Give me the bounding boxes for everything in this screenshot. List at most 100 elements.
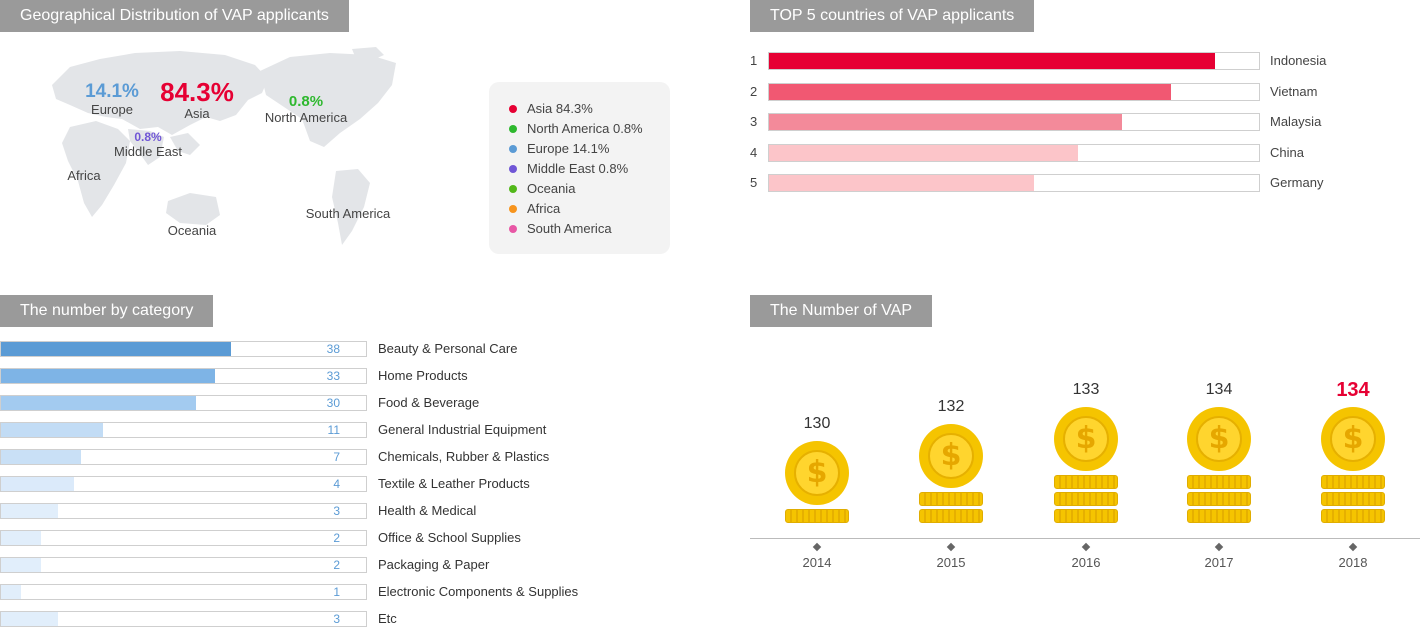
map-label-oceania: Oceania [167, 223, 217, 238]
top5-country-name: Indonesia [1270, 53, 1327, 68]
top5-bar-fill [769, 114, 1122, 130]
category-count: 3 [333, 504, 340, 518]
middle-east-percentage: 0.8% [134, 130, 162, 144]
category-count: 1 [333, 585, 340, 599]
category-row: 2 Packaging & Paper [0, 557, 680, 573]
category-bar-fill [1, 504, 58, 518]
coin-stack-bar [785, 509, 849, 523]
middle-east-name: Middle East [114, 144, 182, 159]
europe-name: Europe [91, 102, 133, 117]
asia-name: Asia [184, 106, 210, 121]
legend-label: South America [527, 221, 612, 236]
vap-count: 130 [803, 415, 831, 432]
category-row: 2 Office & School Supplies [0, 530, 680, 546]
north-america-percentage: 0.8% [288, 93, 324, 110]
dollar-coin-icon: $ [1054, 407, 1118, 471]
category-row: 1 Electronic Components & Supplies [0, 584, 680, 600]
coin-stack-bar [1321, 492, 1385, 506]
category-count: 33 [326, 369, 340, 383]
map-label-africa: Africa [67, 168, 101, 183]
vap-count: 134 [1336, 379, 1370, 401]
category-row: 30 Food & Beverage [0, 395, 680, 411]
vap-count: 133 [1072, 381, 1100, 398]
top5-bar-fill [769, 83, 1171, 100]
coin-stack-bar [1187, 475, 1251, 489]
legend-label: Europe 14.1% [527, 141, 610, 156]
category-bar: 33 [0, 368, 367, 384]
north-america-name: North America [264, 110, 348, 125]
vap-baseline [750, 538, 1420, 539]
category-bar: 11 [0, 422, 367, 438]
category-bar-fill [1, 558, 42, 572]
category-name: General Industrial Equipment [378, 422, 547, 437]
coin-stack-bar [1054, 509, 1118, 523]
vap-count: 132 [937, 398, 965, 415]
coin-stack-bar [1187, 492, 1251, 506]
coin-stack-bar [1054, 492, 1118, 506]
dollar-coin-icon: $ [1321, 407, 1385, 471]
year-label: 2015 [936, 555, 966, 570]
category-count: 11 [327, 423, 340, 437]
category-count: 30 [326, 396, 340, 410]
legend-item: Asia 84.3% [509, 99, 670, 119]
dollar-sign-icon: $ [928, 433, 974, 479]
legend-dot [509, 125, 517, 133]
top5-bar [768, 82, 1260, 101]
europe-percentage: 14.1% [85, 81, 139, 102]
category-bar-fill [1, 396, 197, 410]
year-label: 2016 [1071, 555, 1101, 570]
category-count: 38 [326, 342, 340, 356]
top5-rank: 3 [750, 114, 758, 129]
legend-item: South America [509, 219, 670, 239]
category-bar-fill [1, 369, 215, 383]
top5-section-title: TOP 5 countries of VAP applicants [750, 0, 1035, 32]
category-bar: 3 [0, 611, 367, 627]
year-marker-icon [1081, 542, 1091, 552]
year-marker-icon [812, 542, 822, 552]
category-row: 38 Beauty & Personal Care [0, 341, 680, 357]
legend-list: Asia 84.3% North America 0.8% Europe 14.1%… [509, 99, 670, 239]
top5-rank: 2 [750, 83, 758, 99]
coin-stack-bar [1321, 475, 1385, 489]
legend-item: North America 0.8% [509, 119, 670, 139]
category-bar-fill [1, 450, 82, 464]
world-map [52, 47, 396, 245]
category-name: Beauty & Personal Care [378, 341, 518, 356]
year-label: 2014 [802, 555, 832, 570]
vap-count: 134 [1205, 381, 1233, 398]
category-bar: 3 [0, 503, 367, 519]
legend-dot [509, 225, 517, 233]
dollar-coin-icon: $ [785, 441, 849, 505]
year-marker-icon [1348, 542, 1358, 552]
category-bar-fill [1, 585, 22, 599]
category-name: Home Products [378, 368, 468, 383]
top5-row: 3 Malaysia [750, 113, 1390, 131]
year-label: 2018 [1338, 555, 1368, 570]
category-bar: 30 [0, 395, 367, 411]
top5-rank: 5 [750, 175, 758, 190]
top5-bar [768, 113, 1260, 131]
category-bar: 1 [0, 584, 367, 600]
legend-item: Oceania [509, 179, 670, 199]
dollar-sign-icon: $ [1196, 416, 1242, 462]
legend-dot [509, 145, 517, 153]
top5-bar [768, 143, 1260, 162]
category-bar: 2 [0, 557, 367, 573]
year-marker-icon [1214, 542, 1224, 552]
legend-item: Africa [509, 199, 670, 219]
top5-country-name: Malaysia [1270, 114, 1322, 129]
category-bar-fill [1, 477, 74, 491]
category-row: 33 Home Products [0, 368, 680, 384]
category-bar-fill [1, 612, 58, 626]
category-row: 4 Textile & Leather Products [0, 476, 680, 492]
legend-label: Asia 84.3% [527, 101, 593, 116]
category-name: Electronic Components & Supplies [378, 584, 579, 599]
category-name: Etc [378, 611, 397, 626]
geo-section-title: Geographical Distribution of VAP applica… [0, 0, 349, 32]
dollar-coin-icon: $ [1187, 407, 1251, 471]
category-section-title: The number by category [0, 295, 214, 327]
category-name: Packaging & Paper [378, 557, 490, 572]
year-marker-icon [946, 542, 956, 552]
category-name: Textile & Leather Products [378, 476, 530, 491]
legend-label: Oceania [527, 181, 576, 196]
